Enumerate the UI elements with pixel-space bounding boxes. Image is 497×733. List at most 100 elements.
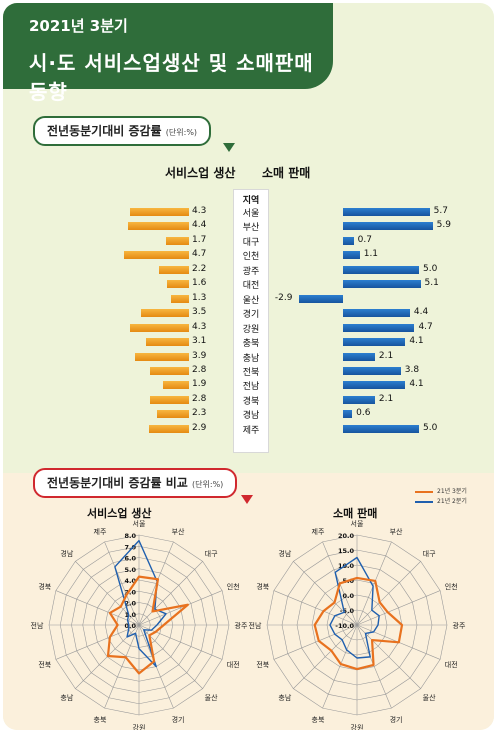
service-value: 1.9: [192, 379, 207, 390]
section1-title-bubble: 전년동분기대비 증감률 (단위:%): [33, 116, 212, 146]
legend-q3: 21년 3분기: [415, 487, 467, 497]
radar-axis-label: 경북: [256, 582, 269, 591]
radar-axis-label: 인천: [227, 582, 240, 591]
radar-axis-label: 충남: [278, 693, 291, 702]
service-bar: [135, 352, 189, 361]
retail-bar: [343, 265, 419, 274]
radar-tick-label: 7.0: [124, 543, 136, 551]
retail-bar: [343, 236, 354, 245]
retail-bar: [343, 352, 375, 361]
title-period: 2021년 3분기: [29, 17, 128, 35]
retail-value: 4.4: [413, 307, 429, 318]
retail-bar: [343, 381, 406, 390]
radar-tick-label: 6.0: [124, 555, 136, 563]
radar-spoke: [273, 590, 358, 626]
retail-value: 1.1: [363, 249, 379, 260]
region-label: 강원: [242, 324, 260, 335]
service-bar: [140, 309, 189, 318]
radar-axis-label: 충북: [94, 715, 107, 724]
service-value: 1.6: [192, 278, 207, 289]
service-value: 1.3: [192, 292, 207, 303]
radar-axis-label: 서울: [351, 519, 364, 528]
radar-tick-label: 8.0: [124, 532, 136, 540]
region-label: 부산: [242, 223, 260, 234]
radar-axis-label: 경남: [60, 549, 73, 558]
service-bar: [129, 208, 189, 216]
service-bar: [171, 294, 189, 303]
infographic-card: 2021년 3분기 시·도 서비스업생산 및 소매판매 동향 전년동분기대비 증…: [3, 3, 494, 730]
radar-spoke: [293, 624, 358, 689]
retail-value: 2.1: [378, 350, 394, 361]
retail-bar: [343, 323, 415, 332]
retail-value: 0.6: [356, 408, 371, 419]
region-label: 전남: [242, 382, 260, 393]
retail-value: 2.1: [378, 393, 394, 404]
radar-axis-label: 인천: [445, 582, 458, 591]
radar-tick-label: -10.0: [335, 622, 354, 630]
radar-axis-label: 경북: [38, 582, 51, 591]
service-bar: [150, 395, 189, 404]
legend-q2-swatch: [415, 500, 433, 503]
radar-axis-label: 대구: [205, 550, 218, 558]
radar-axis-label: 제주: [312, 528, 325, 536]
retail-value: 3.8: [404, 364, 420, 375]
service-value: 2.9: [192, 422, 207, 433]
region-label: 울산: [242, 295, 260, 306]
service-value: 4.4: [192, 220, 207, 231]
retail-bar: [298, 294, 343, 303]
radar-tick-label: 0.0: [124, 622, 136, 630]
radar-axis-label: 광주: [235, 622, 248, 630]
legend-q3-swatch: [415, 490, 433, 493]
radar-tick-label: 1.0: [124, 611, 136, 619]
legend-q2-label: 21년 2분기: [437, 498, 467, 505]
region-label: 서울: [242, 209, 260, 219]
retail-bar: [343, 338, 406, 347]
radar-axis-label: 광주: [453, 622, 466, 630]
region-label: 경북: [242, 396, 260, 407]
radar-legend: 21년 3분기 21년 2분기: [415, 487, 467, 507]
service-value: 1.7: [192, 234, 207, 245]
section2-title-bubble: 전년동분기대비 증감률 비교 (단위:%): [33, 468, 238, 498]
radar-spoke: [55, 590, 140, 626]
radar-spoke: [356, 624, 421, 689]
retail-value: 5.9: [436, 220, 451, 231]
retail-value: -2.9: [274, 292, 293, 303]
radar-tick-label: 3.0: [124, 588, 136, 596]
service-value: 2.8: [192, 393, 207, 404]
radar-axis-label: 경기: [390, 715, 403, 724]
service-column-header: 서비스업 생산: [165, 166, 236, 180]
service-bar: [129, 323, 189, 332]
radar-spoke: [138, 590, 223, 626]
section1-bubble-tail: [223, 143, 235, 152]
retail-value: 4.7: [418, 321, 433, 332]
service-value: 2.3: [192, 408, 207, 419]
radar-axis-label: 강원: [133, 723, 146, 730]
retail-bar: [343, 251, 360, 260]
radar-axis-label: 경남: [278, 549, 291, 558]
legend-q3-label: 21년 3분기: [437, 488, 467, 495]
radar-tick-label: 4.0: [124, 577, 136, 585]
radar-tick-label: 15.0: [338, 547, 355, 555]
service-value: 4.3: [192, 321, 207, 332]
region-label: 충남: [242, 353, 260, 364]
retail-value: 5.0: [423, 263, 438, 274]
service-value: 3.5: [192, 307, 207, 318]
service-value: 3.9: [192, 350, 207, 361]
section2-unit: (단위:%): [192, 480, 224, 489]
retail-bar: [343, 424, 419, 433]
radar-spoke: [138, 561, 203, 626]
radar-axis-label: 충남: [60, 693, 73, 702]
radar-tick-label: 20.0: [338, 532, 355, 540]
radar-spoke: [104, 541, 140, 626]
service-bar: [157, 410, 189, 419]
retail-value: 0.7: [357, 234, 372, 245]
radar-axis-label: 부산: [172, 527, 185, 536]
radar-spoke: [273, 624, 358, 660]
radar-axis-label: 전남: [31, 621, 44, 630]
radar-spoke: [322, 624, 358, 709]
service-bar: [150, 366, 189, 375]
radar-spoke: [138, 624, 223, 660]
radar-axis-label: 제주: [94, 528, 107, 536]
region-label: 경기: [242, 310, 260, 321]
